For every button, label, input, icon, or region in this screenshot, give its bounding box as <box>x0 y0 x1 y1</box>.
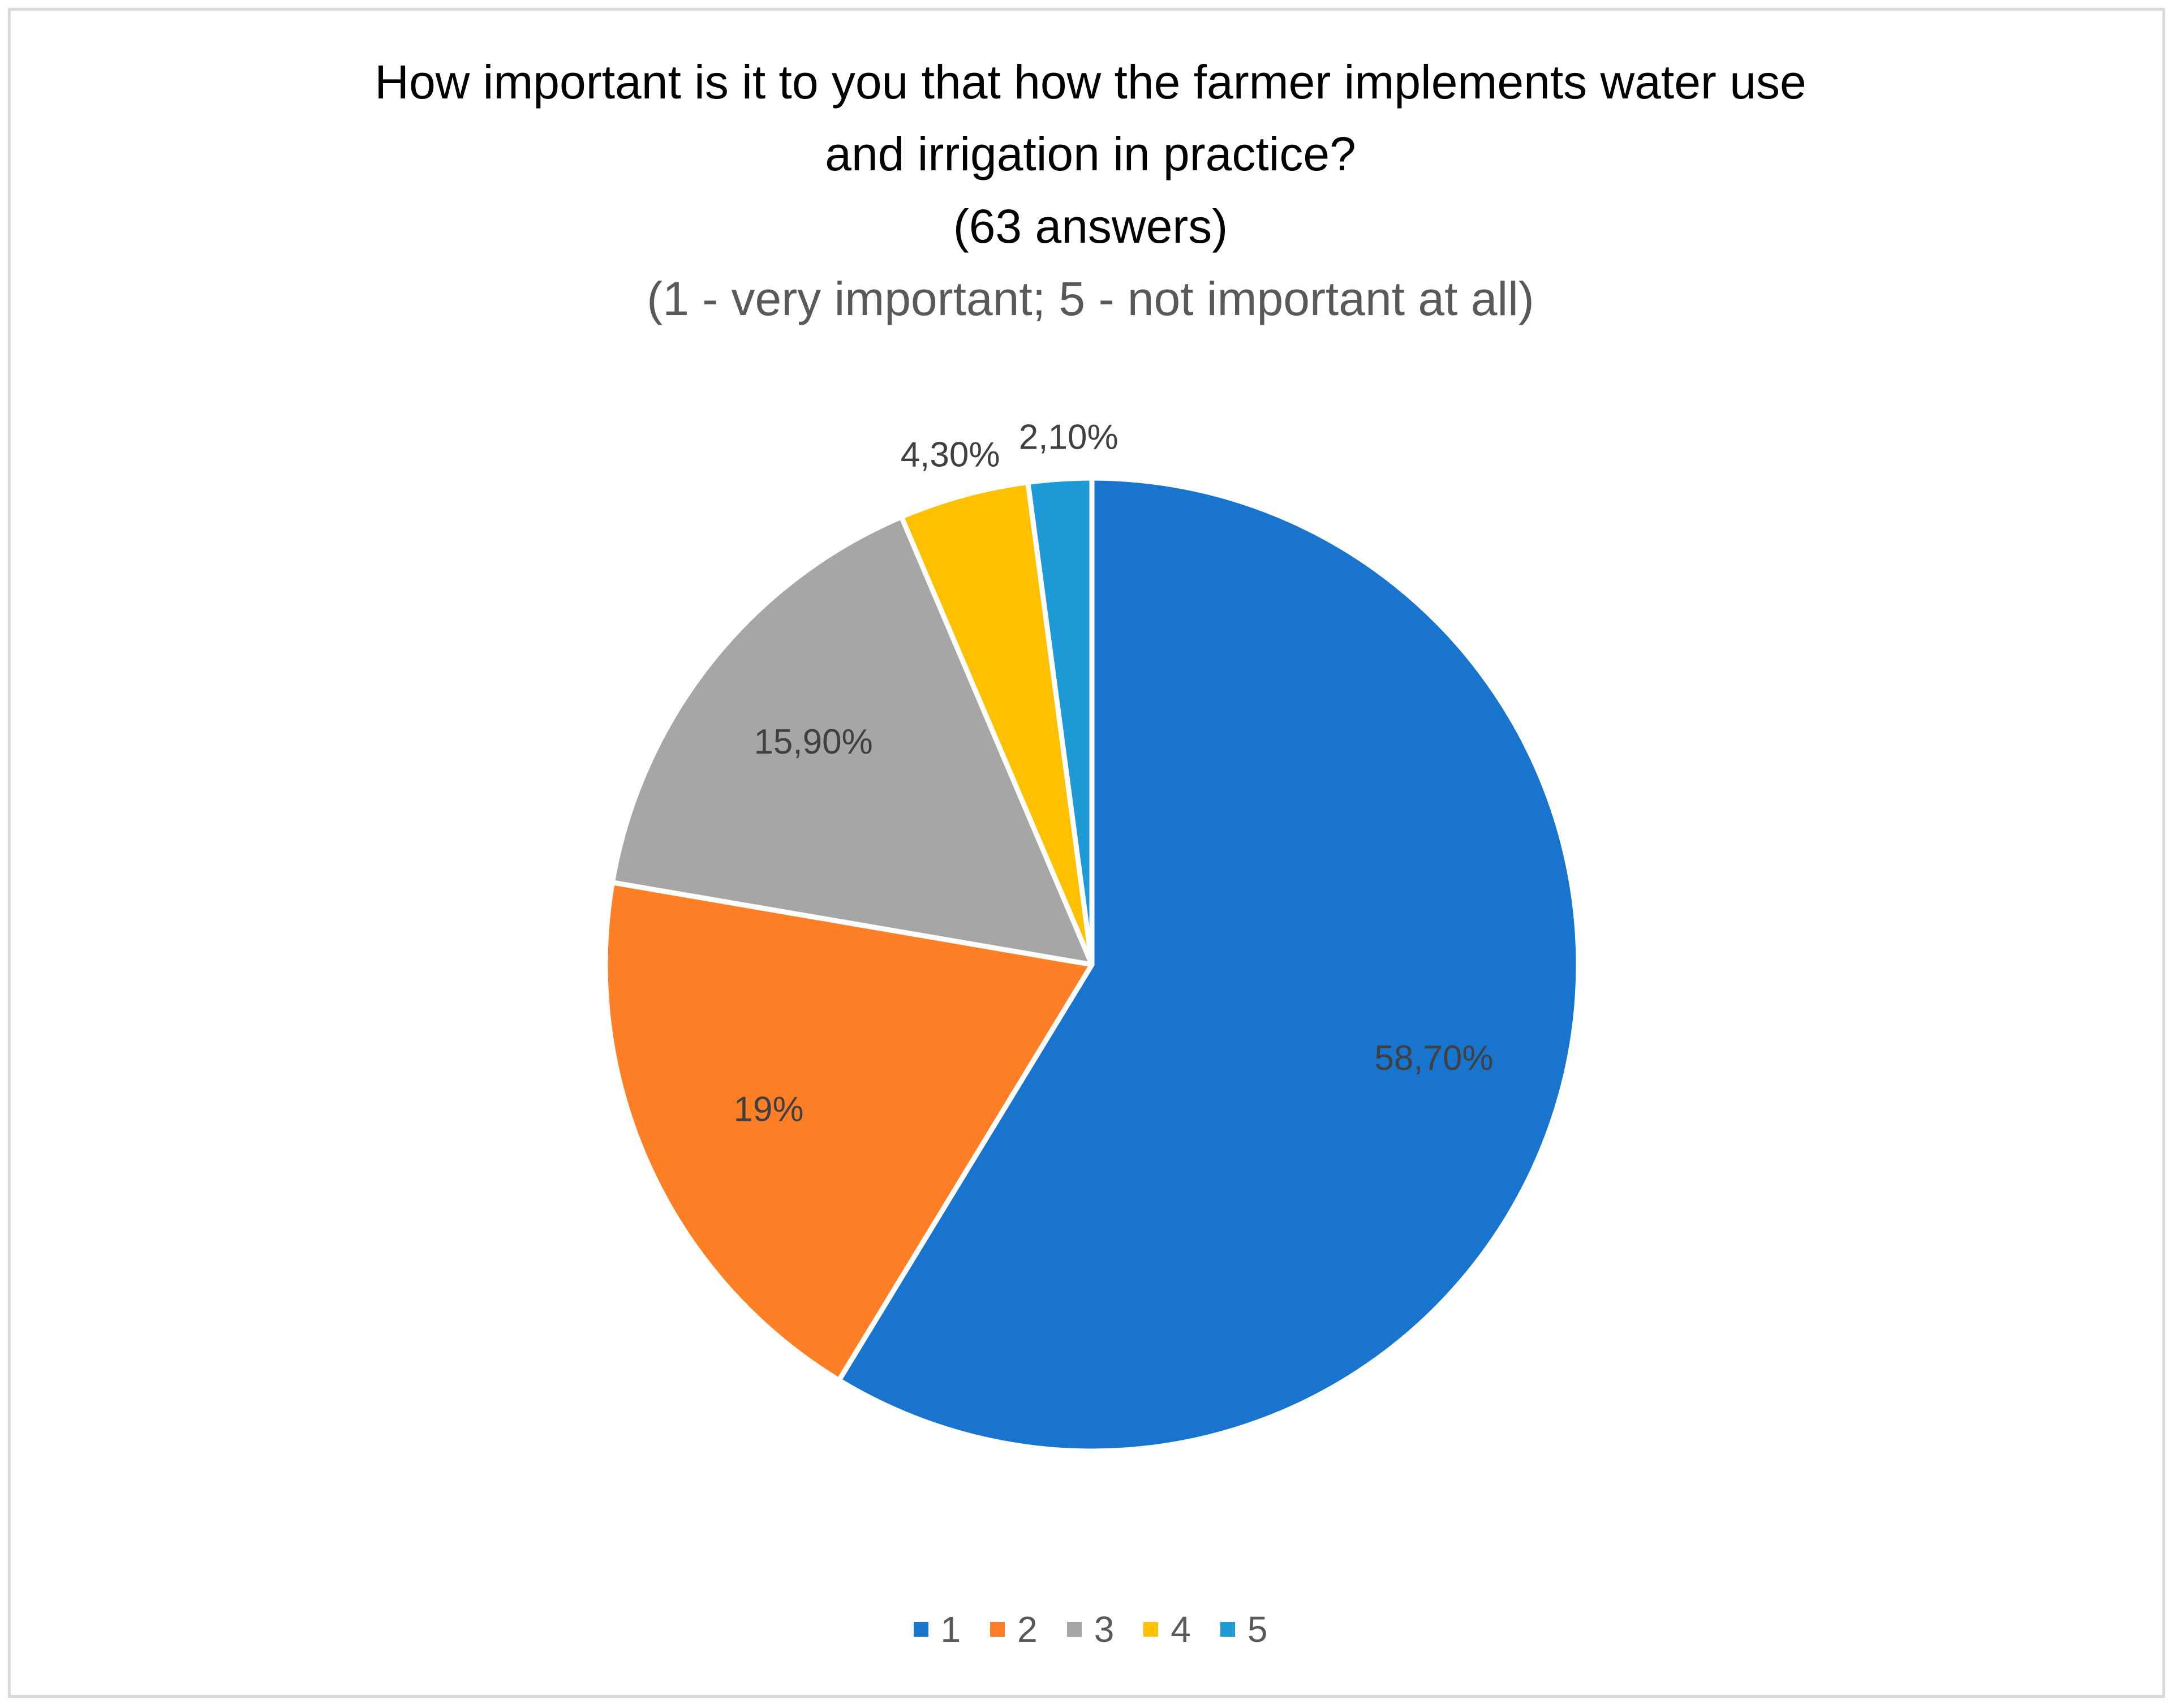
legend-label-3: 3 <box>1094 1609 1115 1650</box>
legend-label-2: 2 <box>1017 1609 1038 1650</box>
pie-slice-5 <box>1025 475 1095 967</box>
data-label-1: 58,70% <box>1374 1039 1493 1078</box>
legend-label-4: 4 <box>1171 1609 1191 1650</box>
legend-item-1: 1 <box>913 1607 961 1652</box>
legend-swatch-5 <box>1220 1622 1235 1637</box>
legend-label-1: 1 <box>940 1609 961 1650</box>
pie-slice-4 <box>898 479 1095 967</box>
pie-slice-3 <box>609 514 1095 967</box>
legend-label-5: 5 <box>1247 1609 1268 1650</box>
legend-swatch-1 <box>913 1622 928 1637</box>
legend-item-4: 4 <box>1143 1607 1191 1652</box>
legend-item-3: 3 <box>1066 1607 1115 1652</box>
legend-item-2: 2 <box>990 1607 1038 1652</box>
data-label-4: 4,30% <box>901 435 1000 474</box>
legend-item-5: 5 <box>1220 1607 1268 1652</box>
data-label-3: 15,90% <box>754 722 872 761</box>
chart-subtitle: (1 - very important; 5 - not important a… <box>647 272 1534 325</box>
legend-swatch-2 <box>990 1622 1005 1637</box>
legend: 1 2 3 4 5 <box>0 1604 2181 1655</box>
chart-title-line-3: (63 answers) <box>953 200 1228 253</box>
chart-title-line-1: How important is it to you that how the … <box>375 55 1806 109</box>
data-label-5: 2,10% <box>1019 418 1119 457</box>
legend-swatch-3 <box>1066 1622 1082 1637</box>
chart-title-line-2: and irrigation in practice? <box>825 127 1356 180</box>
data-label-2: 19% <box>734 1090 804 1129</box>
pie-slice-1 <box>836 475 1581 1454</box>
legend-swatch-4 <box>1143 1622 1159 1637</box>
pie-slice-2 <box>603 880 1095 1383</box>
